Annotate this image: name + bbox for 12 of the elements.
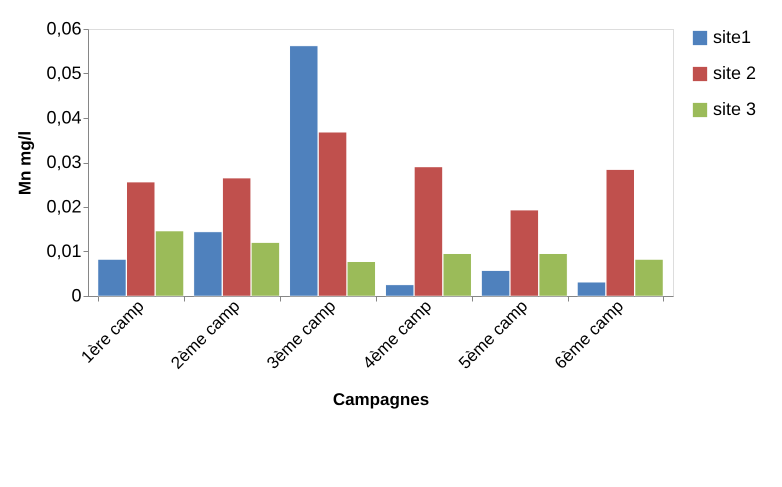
y-tick-label: 0,04 [46,108,82,128]
y-axis-title: Mn mg/l [15,130,34,196]
legend-label: site 3 [713,99,756,119]
y-tick-label: 0,02 [46,196,82,216]
y-tick-label: 0 [71,286,82,306]
y-tick-label: 0,06 [46,18,82,38]
y-tick-label: 0,01 [46,241,82,261]
legend-label: site1 [713,27,752,47]
x-axis-title: Campagnes [332,390,430,409]
y-tick-label: 0,03 [46,152,82,172]
legend-label: site 2 [713,63,756,83]
y-tick-label: 0,05 [46,63,82,83]
